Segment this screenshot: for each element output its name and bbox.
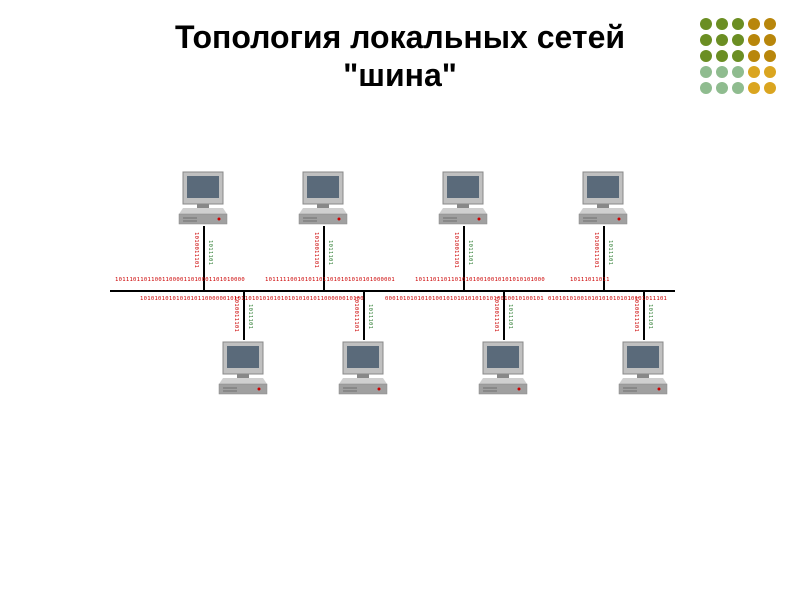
- binary-data-label: 1010011101: [353, 296, 359, 332]
- binary-data-label: 1011101: [467, 240, 473, 265]
- decorative-dot: [716, 50, 728, 62]
- computer-node: [475, 340, 531, 396]
- bus-backbone: [110, 290, 675, 292]
- decorative-dot: [764, 50, 776, 62]
- binary-data-label: 1010101010101010110000001010110101010101…: [140, 296, 364, 302]
- binary-data-label: 1011101: [647, 304, 653, 329]
- computer-node: [335, 340, 391, 396]
- binary-data-label: 1010011101: [493, 296, 499, 332]
- decorative-dot: [764, 66, 776, 78]
- decorative-dot: [716, 18, 728, 30]
- decorative-dots: [700, 18, 776, 94]
- binary-data-label: 1010011101: [193, 232, 199, 268]
- decorative-dot: [748, 66, 760, 78]
- binary-data-label: 1011101: [207, 240, 213, 265]
- decorative-dot: [700, 66, 712, 78]
- binary-data-label: 1011101: [247, 304, 253, 329]
- binary-data-label: 0001010101010100101010101010101001001010…: [385, 296, 544, 302]
- binary-data-label: 101111100101011011010101010101000001: [265, 277, 395, 283]
- decorative-dot: [700, 18, 712, 30]
- binary-data-label: 1010011101: [233, 296, 239, 332]
- decorative-dot: [732, 82, 744, 94]
- decorative-dot: [716, 82, 728, 94]
- decorative-dot: [732, 34, 744, 46]
- binary-data-label: 1010011101: [593, 232, 599, 268]
- binary-data-label: 1010011101: [313, 232, 319, 268]
- decorative-dot: [700, 82, 712, 94]
- computer-node: [435, 170, 491, 226]
- decorative-dot: [748, 50, 760, 62]
- binary-data-label: 10111011011: [570, 277, 610, 283]
- bus-topology-diagram: 101110110110011000011010001101010000 1011…: [0, 160, 800, 540]
- decorative-dot: [732, 66, 744, 78]
- computer-node: [175, 170, 231, 226]
- binary-data-label: 1011101: [607, 240, 613, 265]
- binary-data-label: 1010011101: [453, 232, 459, 268]
- decorative-dot: [700, 34, 712, 46]
- decorative-dot: [716, 34, 728, 46]
- decorative-dot: [748, 82, 760, 94]
- decorative-dot: [700, 50, 712, 62]
- decorative-dot: [748, 18, 760, 30]
- decorative-dot: [732, 50, 744, 62]
- computer-node: [215, 340, 271, 396]
- decorative-dot: [748, 34, 760, 46]
- binary-data-label: 1011101: [327, 240, 333, 265]
- decorative-dot: [764, 82, 776, 94]
- binary-data-label: 1011101: [367, 304, 373, 329]
- decorative-dot: [732, 18, 744, 30]
- decorative-dot: [764, 18, 776, 30]
- title-line2: "шина": [0, 56, 800, 94]
- computer-node: [575, 170, 631, 226]
- decorative-dot: [716, 66, 728, 78]
- binary-data-label: 101110110110011000011010001101010000: [115, 277, 245, 283]
- binary-data-label: 010101010010101010101010101011101: [548, 296, 667, 302]
- title-line1: Топология локальных сетей: [0, 18, 800, 56]
- computer-node: [295, 170, 351, 226]
- binary-data-label: 101110110110101010010010101010101000: [415, 277, 545, 283]
- binary-data-label: 1011101: [507, 304, 513, 329]
- decorative-dot: [764, 34, 776, 46]
- binary-data-label: 1010011101: [633, 296, 639, 332]
- computer-node: [615, 340, 671, 396]
